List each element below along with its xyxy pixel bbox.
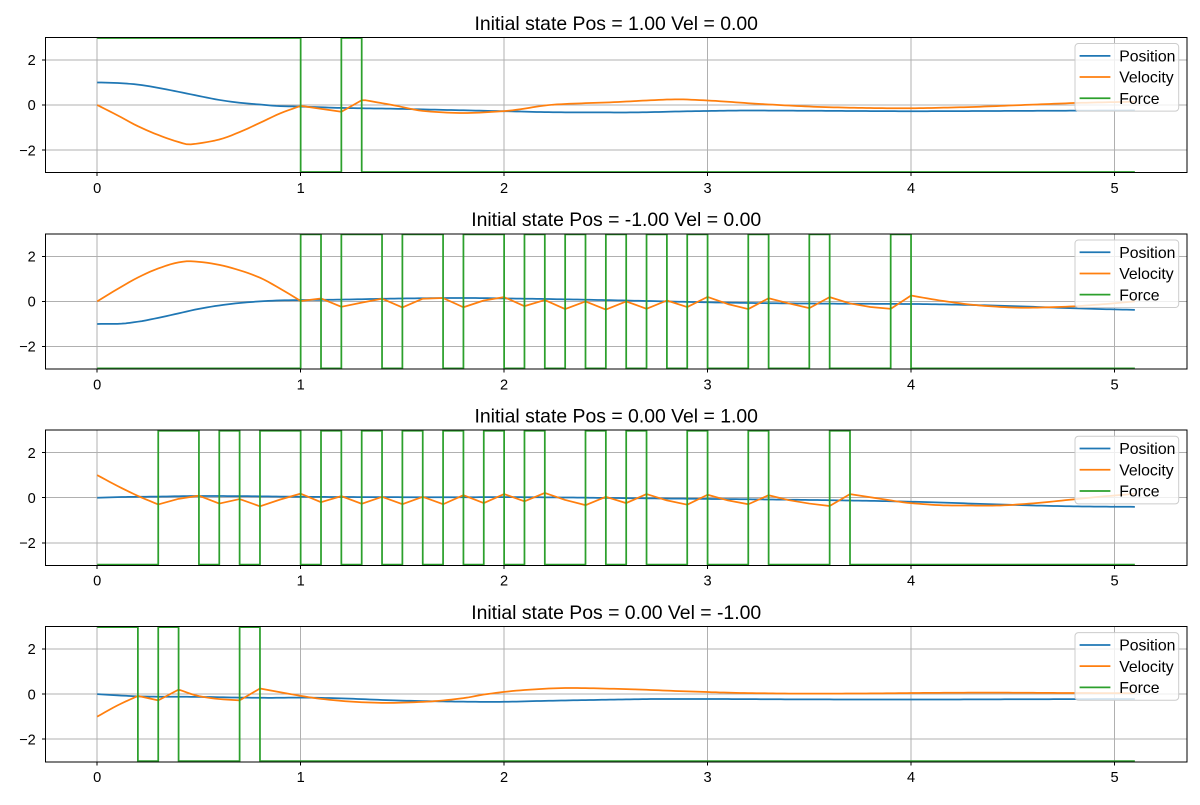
svg-text:2: 2 bbox=[500, 377, 508, 393]
svg-text:Force: Force bbox=[1119, 484, 1160, 501]
svg-text:3: 3 bbox=[704, 377, 712, 393]
svg-text:5: 5 bbox=[1110, 181, 1118, 197]
svg-text:1: 1 bbox=[297, 770, 305, 786]
svg-text:Velocity: Velocity bbox=[1119, 659, 1174, 676]
svg-text:−2: −2 bbox=[19, 536, 36, 552]
svg-text:2: 2 bbox=[500, 574, 508, 590]
svg-text:2: 2 bbox=[500, 770, 508, 786]
svg-text:2: 2 bbox=[28, 53, 36, 69]
svg-text:Position: Position bbox=[1119, 441, 1175, 458]
svg-text:1: 1 bbox=[297, 181, 305, 197]
svg-text:0: 0 bbox=[93, 574, 101, 590]
svg-text:Force: Force bbox=[1119, 287, 1160, 304]
svg-text:Initial state Pos = -1.00 Vel: Initial state Pos = -1.00 Vel = 0.00 bbox=[471, 209, 761, 231]
svg-text:2: 2 bbox=[28, 250, 36, 266]
svg-text:3: 3 bbox=[704, 770, 712, 786]
svg-text:0: 0 bbox=[28, 491, 36, 507]
svg-text:Velocity: Velocity bbox=[1119, 266, 1174, 283]
svg-text:Initial state Pos = 1.00 Vel =: Initial state Pos = 1.00 Vel = 0.00 bbox=[474, 13, 758, 35]
svg-text:1: 1 bbox=[297, 377, 305, 393]
svg-text:5: 5 bbox=[1110, 574, 1118, 590]
svg-text:2: 2 bbox=[500, 181, 508, 197]
svg-text:2: 2 bbox=[28, 642, 36, 658]
svg-text:−2: −2 bbox=[19, 143, 36, 159]
svg-text:Position: Position bbox=[1119, 48, 1175, 65]
svg-text:4: 4 bbox=[907, 770, 915, 786]
svg-text:3: 3 bbox=[704, 574, 712, 590]
svg-text:−2: −2 bbox=[19, 732, 36, 748]
svg-text:Position: Position bbox=[1119, 245, 1175, 262]
svg-text:0: 0 bbox=[28, 687, 36, 703]
svg-text:0: 0 bbox=[28, 295, 36, 311]
svg-text:−2: −2 bbox=[19, 340, 36, 356]
svg-text:0: 0 bbox=[93, 770, 101, 786]
svg-text:Initial state Pos = 0.00 Vel =: Initial state Pos = 0.00 Vel = 1.00 bbox=[474, 405, 758, 427]
svg-text:1: 1 bbox=[297, 574, 305, 590]
svg-text:2: 2 bbox=[28, 446, 36, 462]
svg-text:0: 0 bbox=[93, 377, 101, 393]
svg-text:0: 0 bbox=[28, 98, 36, 114]
svg-text:Velocity: Velocity bbox=[1119, 462, 1174, 479]
svg-text:4: 4 bbox=[907, 377, 915, 393]
svg-text:Force: Force bbox=[1119, 91, 1160, 108]
svg-text:Position: Position bbox=[1119, 638, 1175, 655]
svg-text:4: 4 bbox=[907, 181, 915, 197]
svg-text:Force: Force bbox=[1119, 680, 1160, 697]
svg-text:0: 0 bbox=[93, 181, 101, 197]
svg-text:Initial state Pos = 0.00 Vel =: Initial state Pos = 0.00 Vel = -1.00 bbox=[471, 602, 761, 624]
svg-text:5: 5 bbox=[1110, 377, 1118, 393]
svg-text:3: 3 bbox=[704, 181, 712, 197]
svg-text:4: 4 bbox=[907, 574, 915, 590]
svg-text:Velocity: Velocity bbox=[1119, 70, 1174, 87]
svg-text:5: 5 bbox=[1110, 770, 1118, 786]
